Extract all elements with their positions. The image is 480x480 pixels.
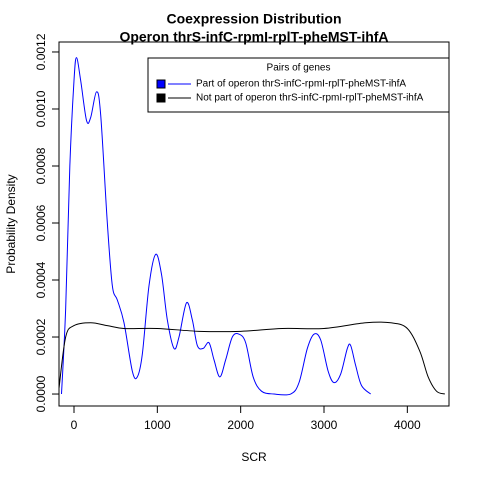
x-tick-label: 0 <box>71 418 78 432</box>
y-tick-label: 0.0010 <box>34 90 48 127</box>
density-line <box>58 321 445 395</box>
legend-label: Not part of operon thrS-infC-rpmI-rplT-p… <box>196 93 424 104</box>
y-tick-label: 0.0002 <box>34 318 48 355</box>
y-tick-label: 0.0012 <box>34 33 48 70</box>
y-tick-label: 0.0006 <box>34 204 48 241</box>
density-line <box>61 57 372 396</box>
plot-frame <box>58 41 450 407</box>
x-tick-label: 1000 <box>144 418 171 432</box>
x-axis-label: SCR <box>241 450 267 464</box>
x-tick-label: 2000 <box>227 418 254 432</box>
legend-box <box>147 57 450 113</box>
chart-subtitle: Operon thrS-infC-rpmI-rplT-pheMST-ihfA <box>119 29 388 45</box>
y-tick-label: 0.0004 <box>34 261 48 298</box>
legend-title: Pairs of genes <box>267 63 331 74</box>
x-tick-label: 3000 <box>311 418 338 432</box>
legend-label: Part of operon thrS-infC-rpmI-rplT-pheMS… <box>196 79 406 90</box>
y-tick-label: 0.0000 <box>34 375 48 412</box>
chart-title: Coexpression Distribution <box>166 11 341 27</box>
x-tick-label: 4000 <box>394 418 421 432</box>
legend-swatch <box>156 93 166 103</box>
y-tick-label: 0.0008 <box>34 147 48 184</box>
y-axis-label: Probability Density <box>4 174 18 273</box>
legend-swatch <box>156 79 166 89</box>
